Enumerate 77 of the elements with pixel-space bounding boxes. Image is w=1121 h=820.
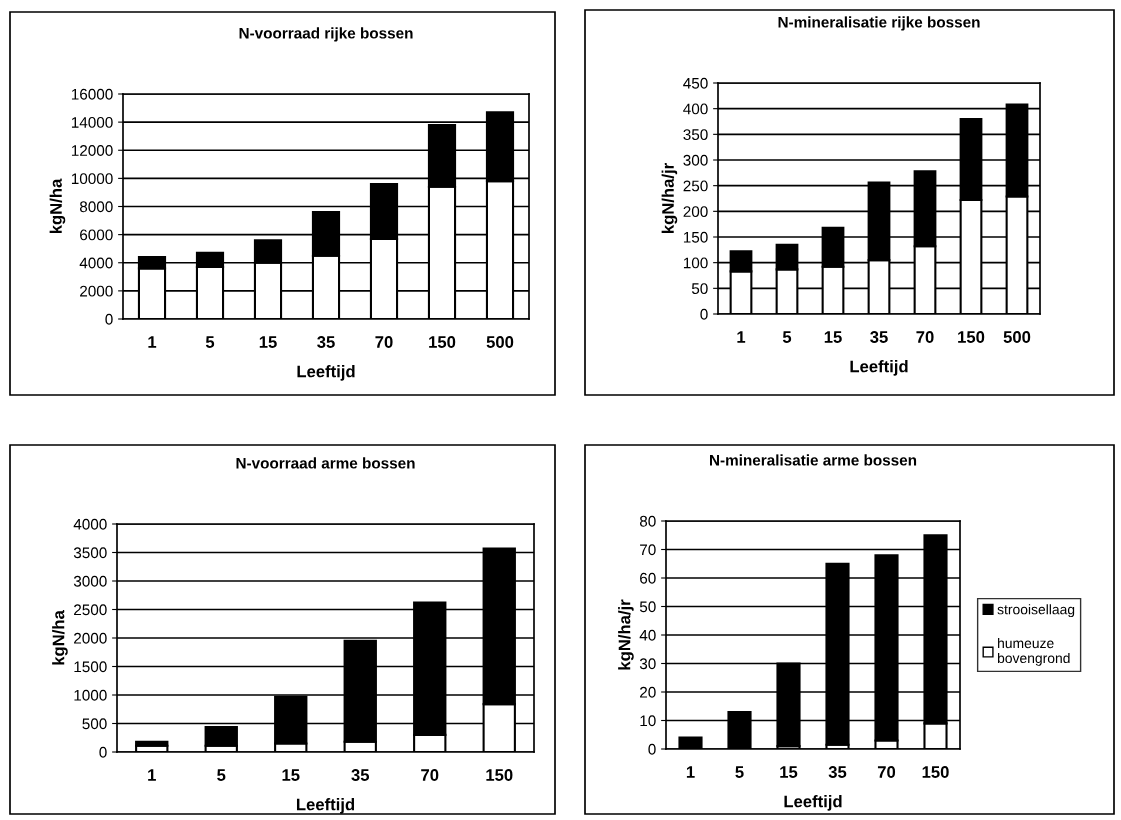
y-tick-label: 100 <box>683 257 708 269</box>
y-tick-label: 1500 <box>74 661 107 673</box>
x-axis-title: Leeftijd <box>296 798 355 814</box>
x-tick-label: 35 <box>828 766 847 778</box>
x-tick-label: 5 <box>735 766 744 778</box>
y-tick-label: 0 <box>700 308 708 320</box>
y-tick-label: 0 <box>648 743 656 755</box>
y-tick-label: 4000 <box>73 518 107 530</box>
x-axis-title: Leeftijd <box>784 795 842 811</box>
y-tick-label: 50 <box>691 283 708 295</box>
y-tick-label: 10 <box>640 715 656 727</box>
y-tick-label: 400 <box>683 103 708 115</box>
y-tick-label: 1000 <box>74 689 107 701</box>
x-tick-label: 15 <box>282 769 300 781</box>
y-tick-label: 16000 <box>71 88 113 100</box>
y-tick-label: 250 <box>683 180 708 192</box>
y-tick-label: 40 <box>639 629 656 641</box>
y-tick-label: 4000 <box>79 257 113 269</box>
y-tick-label: 14000 <box>71 116 113 128</box>
y-tick-label: 30 <box>639 658 656 670</box>
x-tick-label: 15 <box>259 336 277 348</box>
x-tick-label: 150 <box>958 331 985 343</box>
y-tick-label: 50 <box>639 601 656 613</box>
x-tick-label: 500 <box>1003 331 1031 343</box>
y-tick-label: 2000 <box>74 632 107 644</box>
y-tick-label: 300 <box>683 154 708 166</box>
y-tick-label: 200 <box>683 206 708 218</box>
y-tick-label: 150 <box>683 231 708 243</box>
y-axis-title: kgN/ha <box>49 178 66 234</box>
x-tick-label: 150 <box>486 769 513 781</box>
y-tick-label: 350 <box>683 129 708 141</box>
y-tick-label: 500 <box>82 718 107 730</box>
x-tick-label: 1 <box>148 336 157 348</box>
x-tick-label: 150 <box>922 766 949 778</box>
y-axis-title: kgN/ha/jr <box>661 163 678 233</box>
y-tick-label: 80 <box>639 515 656 527</box>
y-tick-label: 2000 <box>80 285 113 297</box>
chart-title: N-voorraad rijke bossen <box>239 27 413 42</box>
chart-title: N-mineralisatie arme bossen <box>710 454 917 466</box>
x-tick-label: 70 <box>421 769 439 781</box>
x-tick-label: 70 <box>916 331 934 343</box>
x-tick-label: 70 <box>375 336 393 348</box>
y-tick-label: 20 <box>640 686 656 698</box>
y-tick-label: 70 <box>640 544 656 556</box>
x-tick-label: 1 <box>737 331 746 343</box>
y-tick-label: 0 <box>99 746 107 758</box>
y-tick-label: 60 <box>640 572 656 584</box>
x-tick-label: 5 <box>205 336 215 348</box>
y-tick-label: 3500 <box>73 547 107 559</box>
x-tick-label: 70 <box>877 766 896 778</box>
chart-title: N-mineralisatie rijke bossen <box>778 16 980 31</box>
y-tick-label: 0 <box>105 313 113 325</box>
x-axis-title: Leeftijd <box>850 360 908 376</box>
x-tick-label: 35 <box>351 769 370 781</box>
y-tick-label: 450 <box>683 77 708 89</box>
x-tick-label: 35 <box>870 331 888 343</box>
x-tick-label: 5 <box>217 769 226 781</box>
legend-label: strooisellaag <box>997 604 1075 618</box>
x-tick-label: 15 <box>824 331 842 343</box>
x-tick-label: 1 <box>148 769 156 781</box>
y-axis-title: kgN/ha/jr <box>618 599 634 670</box>
chart-title: N-voorraad arme bossen <box>236 457 415 469</box>
legend-label: humeuze bovengrond <box>997 637 1070 666</box>
y-tick-label: 8000 <box>79 201 113 213</box>
x-tick-label: 5 <box>782 331 792 343</box>
y-tick-label: 2500 <box>74 604 107 616</box>
x-tick-label: 15 <box>780 766 798 778</box>
y-axis-title: kgN/ha <box>52 610 68 665</box>
x-axis-title: Leeftijd <box>297 365 355 381</box>
y-tick-label: 12000 <box>71 145 113 156</box>
y-tick-label: 3000 <box>73 575 107 587</box>
x-tick-label: 150 <box>429 336 456 348</box>
x-tick-label: 1 <box>686 766 695 778</box>
y-tick-label: 6000 <box>80 229 113 241</box>
x-tick-label: 500 <box>486 336 514 348</box>
y-tick-label: 10000 <box>71 173 113 185</box>
x-tick-label: 35 <box>317 336 335 348</box>
